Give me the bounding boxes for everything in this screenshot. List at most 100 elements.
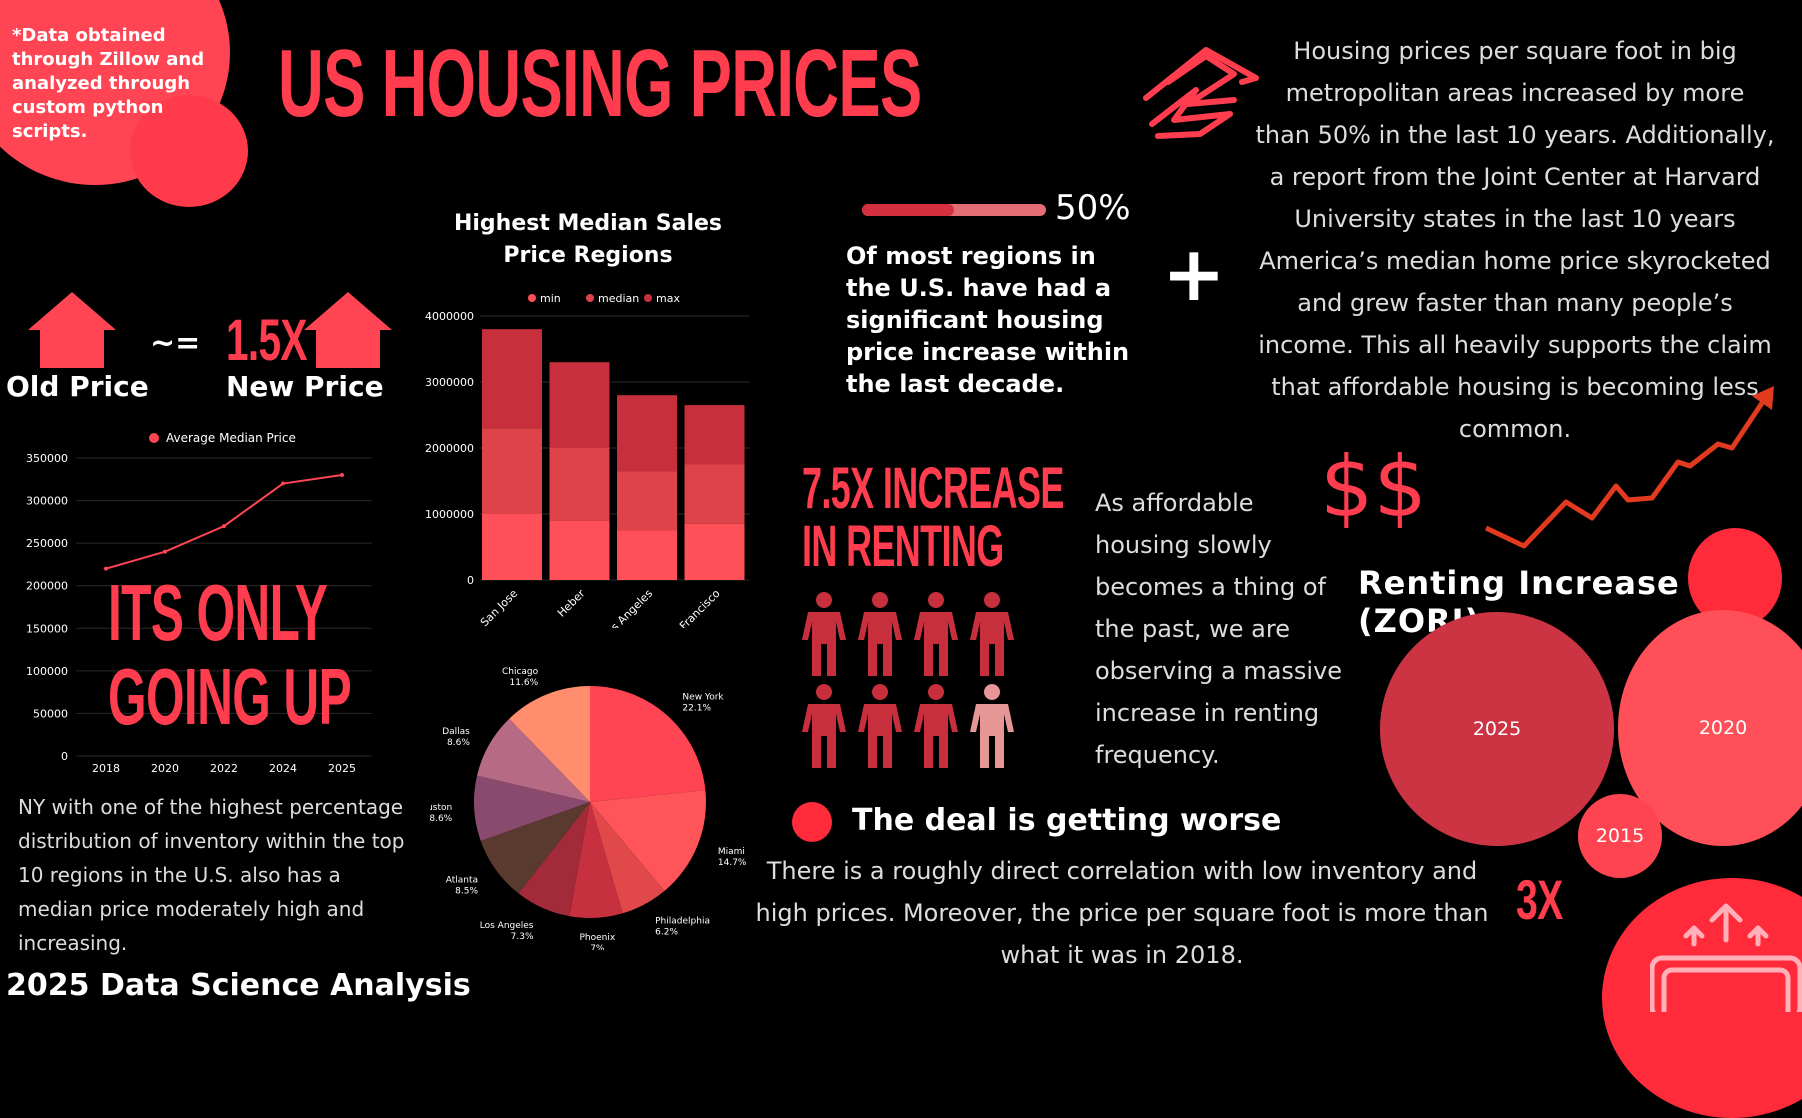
money-up-icon xyxy=(1650,903,1802,1012)
slice-percent: 6.2% xyxy=(655,928,678,938)
person-icon xyxy=(802,592,846,676)
slice-label: Philadelphia xyxy=(655,917,710,927)
legend-marker xyxy=(644,294,652,302)
legend-label: min xyxy=(540,292,561,305)
renting-headline-2: IN RENTING xyxy=(802,514,1004,579)
pie-slice xyxy=(509,686,590,802)
slice-label: Dallas xyxy=(442,727,470,737)
corner-blob-small xyxy=(130,95,248,207)
x-tick-label: 2020 xyxy=(151,762,179,774)
bar-segment-median xyxy=(684,464,745,524)
y-tick-label: 300000 xyxy=(26,495,68,508)
data-point xyxy=(163,549,167,554)
slice-label: Houston xyxy=(430,803,452,813)
x-tick-label: San Francisco xyxy=(660,587,723,628)
slice-label: Miami xyxy=(718,847,745,857)
progress-percent: 50% xyxy=(1055,188,1131,228)
bubble-label: 2025 xyxy=(1472,718,1522,740)
going-up-line1: ITS ONLY xyxy=(108,568,328,657)
y-tick-label: 4000000 xyxy=(425,310,474,323)
x-tick-label: Heber xyxy=(555,587,588,620)
slice-label: Atlanta xyxy=(446,876,478,886)
line-chart: Average Median Price 0 50000 100000 150000 20… xyxy=(26,431,372,774)
zori-multiplier: 3X xyxy=(1516,868,1563,931)
old-price-label: Old Price xyxy=(6,370,149,403)
series-line xyxy=(105,474,343,570)
intro-paragraph: Housing prices per square foot in big me… xyxy=(1255,37,1775,443)
bar-segment-min xyxy=(617,530,677,580)
data-point xyxy=(104,566,108,571)
bar-segment-max xyxy=(617,395,677,472)
person-icon xyxy=(858,684,902,768)
people-grid xyxy=(802,592,1022,776)
bar-segment-min xyxy=(684,523,745,580)
bar-segment-max xyxy=(684,405,745,465)
person-icon xyxy=(802,684,846,768)
y-tick-label: 350000 xyxy=(26,452,68,465)
slice-percent: 7% xyxy=(590,944,605,950)
bar-chart-title-line1: Highest Median Sales xyxy=(454,211,722,236)
y-tick-label: 1000000 xyxy=(425,508,474,521)
going-up-line2: GOING UP xyxy=(108,652,352,741)
y-tick-label: 100000 xyxy=(26,665,68,678)
bar-segment-median xyxy=(617,471,677,531)
pie-slice xyxy=(590,790,706,891)
slice-label: New York xyxy=(682,693,724,703)
y-tick-label: 150000 xyxy=(26,622,68,635)
bar-segment-max xyxy=(549,362,610,448)
x-tick-label: 2025 xyxy=(328,762,356,774)
legend-marker xyxy=(528,294,536,302)
people-row xyxy=(802,592,1022,676)
x-tick-label: 2018 xyxy=(92,762,120,774)
legend-label: median xyxy=(598,292,639,305)
slice-label: Phoenix xyxy=(579,933,615,943)
afford-paragraph: As affordable housing slowly becomes a t… xyxy=(1095,489,1343,769)
data-source-note: *Data obtained through Zillow and analyz… xyxy=(12,25,205,142)
approx-sign: ~= xyxy=(150,326,201,361)
bar-segment-max xyxy=(482,329,542,429)
bar-segment-min xyxy=(482,514,542,580)
legend-label: Average Median Price xyxy=(166,431,296,445)
pie-slice xyxy=(590,802,665,914)
pie-slice xyxy=(590,686,706,802)
bullet-dot xyxy=(792,802,832,842)
slice-percent: 11.6% xyxy=(510,678,539,688)
slice-percent: 8.5% xyxy=(455,887,478,897)
y-tick-label: 0 xyxy=(467,574,474,587)
y-tick-label: 200000 xyxy=(26,580,68,593)
bubble-label: 2020 xyxy=(1698,717,1748,739)
dollar-signs: $$ xyxy=(1320,438,1427,536)
bar-segment-min xyxy=(549,520,610,580)
slice-label: Chicago xyxy=(502,667,539,677)
pie-slice xyxy=(474,775,590,841)
new-price-label: New Price xyxy=(226,370,384,403)
x-tick-label: 2024 xyxy=(269,762,297,774)
person-icon xyxy=(970,592,1014,676)
pie-slice xyxy=(477,718,590,802)
deal-paragraph: There is a roughly direct correlation wi… xyxy=(755,857,1489,969)
deal-title: The deal is getting worse xyxy=(852,803,1282,838)
bar-chart-title-line2: Price Regions xyxy=(503,243,672,268)
ny-paragraph: NY with one of the highest percentage di… xyxy=(18,795,405,955)
slice-percent: 14.7% xyxy=(718,858,747,868)
legend-marker xyxy=(149,433,159,443)
page-title: US HOUSING PRICES xyxy=(278,30,922,137)
legend-label: max xyxy=(656,292,680,305)
pie-slice xyxy=(518,802,590,917)
x-tick-label: San Jose xyxy=(478,587,520,628)
bar-segment-median xyxy=(482,428,542,514)
person-icon xyxy=(914,684,958,768)
house-icon xyxy=(304,292,392,368)
slice-percent: 22.1% xyxy=(682,704,711,714)
person-icon xyxy=(858,592,902,676)
pie-slice xyxy=(569,802,623,918)
y-tick-label: 50000 xyxy=(33,707,68,720)
zori-title: Renting Increase (ZORI) xyxy=(1358,564,1680,640)
house-icon xyxy=(28,292,116,368)
progress-track xyxy=(862,204,1046,216)
stacked-bar-chart: Highest Median Sales Price Regions min medi… xyxy=(425,211,750,628)
person-icon xyxy=(970,684,1014,768)
progress-fill xyxy=(862,204,954,216)
people-row xyxy=(802,684,1022,768)
